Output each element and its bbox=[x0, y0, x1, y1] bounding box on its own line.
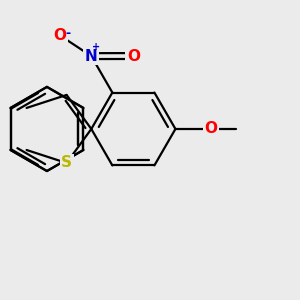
Text: N: N bbox=[85, 49, 98, 64]
Text: O: O bbox=[53, 28, 66, 43]
Text: O: O bbox=[127, 49, 140, 64]
Text: O: O bbox=[205, 122, 218, 136]
Text: +: + bbox=[92, 42, 101, 52]
Text: -: - bbox=[65, 27, 70, 40]
Text: S: S bbox=[61, 155, 72, 170]
